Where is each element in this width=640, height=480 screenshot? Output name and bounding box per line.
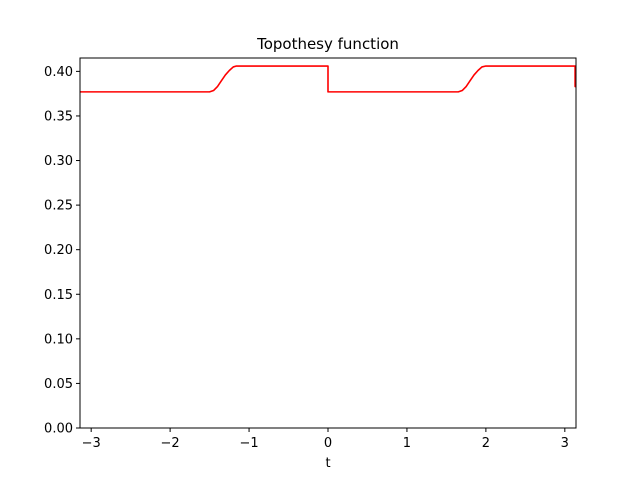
chart-title: Topothesy function xyxy=(256,35,399,53)
y-tick-label: 0.35 xyxy=(44,109,73,124)
y-tick-label: 0.20 xyxy=(44,243,73,258)
x-tick-label: −3 xyxy=(82,436,101,451)
x-axis-label: t xyxy=(325,456,330,471)
x-tick-label: 3 xyxy=(561,436,569,451)
x-tick-label: −1 xyxy=(239,436,258,451)
y-tick-label: 0.40 xyxy=(44,65,73,80)
x-tick-label: 1 xyxy=(403,436,411,451)
plot-area xyxy=(80,65,576,93)
x-tick-label: 0 xyxy=(324,436,332,451)
x-tick-label: −2 xyxy=(161,436,180,451)
y-axis: 0.00 0.05 0.10 0.15 0.20 0.25 0.30 0.35 0.40 xyxy=(44,65,80,437)
y-tick-label: 0.15 xyxy=(44,288,73,303)
y-tick-label: 0.00 xyxy=(44,422,73,437)
plot-frame xyxy=(79,57,577,429)
y-tick-label: 0.05 xyxy=(44,377,73,392)
series-line-0 xyxy=(80,65,576,93)
y-tick-label: 0.10 xyxy=(44,332,73,347)
x-tick-label: 2 xyxy=(482,436,490,451)
x-axis: −3 −2 −1 0 1 2 3 xyxy=(82,428,569,451)
y-tick-label: 0.25 xyxy=(44,199,73,214)
y-tick-label: 0.30 xyxy=(44,154,73,169)
